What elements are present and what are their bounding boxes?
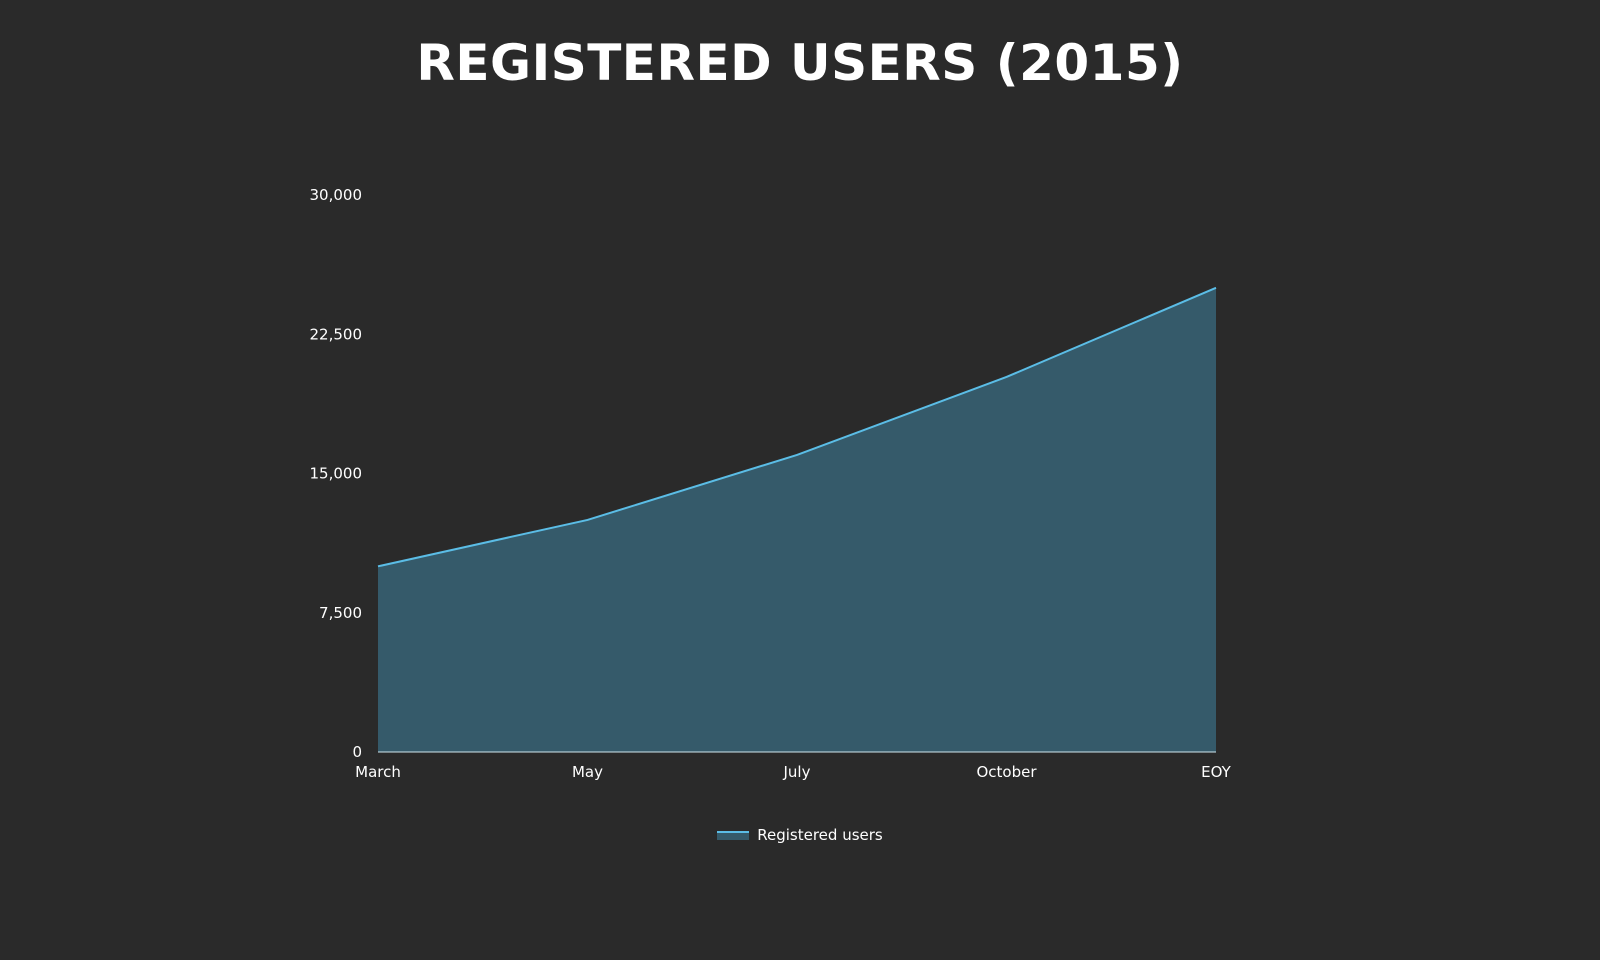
series-area-fill [378,287,1216,752]
legend-swatch-registered-users [717,830,750,840]
series-layer [377,286,1217,753]
y-tick-label: 7,500 [319,604,362,622]
x-tick-label: October [976,763,1037,781]
legend[interactable]: Registered users [0,826,1600,844]
y-axis-tick-labels: 0 7,500 15,000 22,500 30,000 [310,186,363,761]
x-axis-tick-labels: March May July October EOY [355,763,1232,781]
x-tick-label: May [572,763,603,781]
y-tick-label: 15,000 [310,465,363,483]
x-tick-label: July [783,763,811,781]
x-tick-label: March [355,763,401,781]
x-tick-label: EOY [1201,763,1231,781]
chart-title: REGISTERED USERS (2015) [416,34,1184,92]
y-tick-label: 0 [352,743,362,761]
y-tick-label: 22,500 [310,325,363,343]
y-tick-label: 30,000 [310,186,363,204]
legend-label-registered-users: Registered users [757,826,883,844]
